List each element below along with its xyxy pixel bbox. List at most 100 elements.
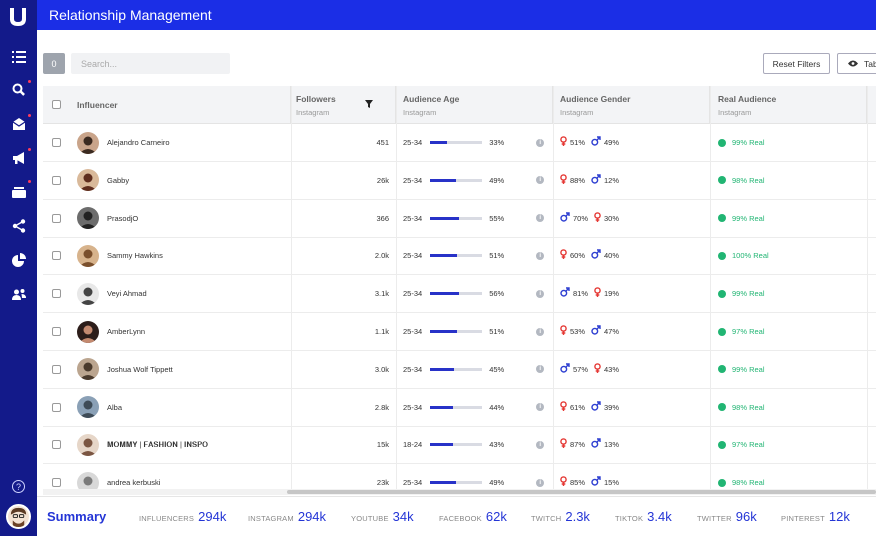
influencer-name[interactable]: Gabby bbox=[107, 175, 130, 185]
avatar[interactable] bbox=[77, 320, 99, 343]
col-audience-age[interactable]: Audience Age Instagram bbox=[396, 86, 553, 124]
info-icon[interactable]: i bbox=[536, 327, 545, 336]
search-input[interactable] bbox=[71, 53, 230, 74]
followers-value: 2.8k bbox=[374, 402, 389, 412]
cards-icon[interactable] bbox=[11, 184, 26, 199]
row-checkbox[interactable] bbox=[52, 402, 61, 412]
megaphone-icon[interactable] bbox=[11, 150, 26, 165]
table-row[interactable]: 𝐌𝐎𝐌𝐌𝐘 | 𝐅𝐀𝐒𝐇𝐈𝐎𝐍 | 𝐈𝐍𝐒𝐏𝐎 15k 18-24 43% i … bbox=[43, 426, 876, 465]
table-row[interactable]: AmberLynn 1.1k 25-34 51% i 53% 47% 97% R… bbox=[43, 313, 876, 351]
pie-chart-icon[interactable] bbox=[11, 252, 26, 267]
table-row[interactable]: Gabby 26k 25-34 49% i 88% 12% 98% Real bbox=[43, 162, 876, 200]
summary-stat-label: TWITCH bbox=[531, 514, 562, 523]
influencer-name[interactable]: Alejandro Carneiro bbox=[107, 138, 170, 147]
age-range: 25-34 bbox=[403, 478, 423, 488]
row-checkbox[interactable] bbox=[52, 327, 61, 336]
influencer-cell[interactable]: Veyi Ahmad bbox=[77, 275, 287, 312]
age-cell: 18-24 43% i bbox=[403, 426, 548, 463]
influencer-cell[interactable]: PrasodjO bbox=[77, 200, 287, 237]
influencer-cell[interactable]: andrea kerbuski bbox=[77, 464, 287, 489]
horizontal-scrollbar-thumb[interactable] bbox=[287, 490, 876, 494]
influencer-cell[interactable]: Sammy Hawkins bbox=[77, 237, 287, 274]
row-checkbox[interactable] bbox=[52, 364, 61, 374]
table-row[interactable]: Alejandro Carneiro 451 25-34 33% i 51% 4… bbox=[43, 124, 876, 162]
influencer-cell[interactable]: Alba bbox=[77, 389, 287, 426]
info-icon[interactable]: i bbox=[536, 214, 545, 223]
influencer-cell[interactable]: Joshua Wolf Tippett bbox=[77, 351, 287, 388]
avatar[interactable] bbox=[77, 244, 99, 267]
gender-cell: 60% 40% bbox=[560, 237, 705, 274]
row-checkbox[interactable] bbox=[52, 138, 61, 147]
influencer-name[interactable]: Alba bbox=[107, 402, 123, 412]
table-row[interactable]: Alba 2.8k 25-34 44% i 61% 39% 98% Real bbox=[43, 389, 876, 427]
real-audience-cell: 98% Real bbox=[718, 162, 863, 199]
info-icon[interactable]: i bbox=[536, 403, 545, 412]
inbox-icon[interactable] bbox=[11, 116, 26, 131]
info-icon[interactable]: i bbox=[536, 440, 545, 449]
influencer-cell[interactable]: 𝐌𝐎𝐌𝐌𝐘 | 𝐅𝐀𝐒𝐇𝐈𝐎𝐍 | 𝐈𝐍𝐒𝐏𝐎 bbox=[77, 426, 287, 463]
row-checkbox[interactable] bbox=[52, 440, 61, 450]
row-checkbox[interactable] bbox=[52, 213, 61, 223]
influencer-name[interactable]: PrasodjO bbox=[107, 213, 139, 223]
summary-stat-value: 96k bbox=[735, 509, 757, 524]
influencer-cell[interactable]: Gabby bbox=[77, 162, 287, 199]
people-icon[interactable] bbox=[11, 286, 26, 301]
influencer-name[interactable]: Sammy Hawkins bbox=[107, 251, 163, 261]
influencer-name[interactable]: 𝐌𝐎𝐌𝐌𝐘 | 𝐅𝐀𝐒𝐇𝐈𝐎𝐍 | 𝐈𝐍𝐒𝐏𝐎 bbox=[107, 439, 209, 449]
avatar[interactable] bbox=[77, 282, 99, 305]
filter-icon[interactable] bbox=[365, 100, 373, 108]
table-view-button[interactable]: Tab bbox=[837, 53, 876, 74]
col-followers-sub: Instagram bbox=[296, 108, 330, 117]
selected-count-badge[interactable]: 0 bbox=[43, 53, 65, 74]
row-checkbox[interactable] bbox=[52, 289, 61, 299]
info-icon[interactable]: i bbox=[536, 251, 545, 260]
list-icon[interactable] bbox=[11, 49, 26, 64]
gender-percent-1: 87% bbox=[570, 440, 586, 450]
info-icon[interactable]: i bbox=[536, 365, 545, 374]
table-row[interactable]: Joshua Wolf Tippett 3.0k 25-34 45% i 57%… bbox=[43, 351, 876, 389]
avatar[interactable] bbox=[77, 471, 99, 489]
info-icon[interactable]: i bbox=[536, 478, 545, 487]
real-audience-cell: 98% Real bbox=[718, 389, 863, 426]
influencer-name[interactable]: Joshua Wolf Tippett bbox=[107, 364, 173, 374]
table-row[interactable]: Veyi Ahmad 3.1k 25-34 56% i 81% 19% 99% … bbox=[43, 275, 876, 314]
avatar[interactable] bbox=[77, 169, 99, 192]
select-all-checkbox[interactable] bbox=[52, 100, 61, 109]
page-title: Relationship Management bbox=[49, 7, 212, 23]
influencer-cell[interactable]: Alejandro Carneiro bbox=[77, 124, 287, 161]
table-row[interactable]: andrea kerbuski 23k 25-34 49% i 85% 15% … bbox=[43, 464, 876, 489]
user-avatar[interactable] bbox=[6, 504, 31, 529]
influencer-name[interactable]: Veyi Ahmad bbox=[107, 289, 147, 299]
col-real-audience[interactable]: Real Audience Instagram bbox=[710, 86, 867, 124]
table-row[interactable]: Sammy Hawkins 2.0k 25-34 51% i 60% 40% 1… bbox=[43, 237, 876, 276]
table-row[interactable]: PrasodjO 366 25-34 55% i 70% 30% 99% Rea… bbox=[43, 200, 876, 238]
age-cell: 25-34 55% i bbox=[403, 200, 548, 237]
info-icon[interactable]: i bbox=[536, 138, 545, 147]
summary-stat-label: YOUTUBE bbox=[351, 514, 389, 523]
col-influencer[interactable]: Influencer bbox=[69, 86, 291, 124]
avatar[interactable] bbox=[77, 207, 99, 230]
search-icon[interactable] bbox=[11, 82, 26, 97]
help-icon[interactable]: ? bbox=[12, 480, 25, 493]
brand-logo[interactable] bbox=[9, 7, 28, 27]
row-checkbox[interactable] bbox=[52, 251, 61, 261]
reset-filters-button[interactable]: Reset Filters bbox=[763, 53, 830, 74]
influencer-name[interactable]: andrea kerbuski bbox=[107, 478, 161, 488]
row-checkbox[interactable] bbox=[52, 175, 61, 185]
col-followers[interactable]: Followers Instagram bbox=[291, 86, 396, 124]
info-icon[interactable]: i bbox=[536, 176, 545, 185]
info-icon[interactable]: i bbox=[536, 289, 545, 298]
col-audience-gender[interactable]: Audience Gender Instagram bbox=[553, 86, 710, 124]
share-icon[interactable] bbox=[11, 218, 26, 233]
row-checkbox[interactable] bbox=[52, 478, 61, 488]
avatar[interactable] bbox=[77, 396, 99, 419]
col-age-sub: Instagram bbox=[403, 108, 437, 117]
avatar[interactable] bbox=[77, 358, 99, 381]
age-progress-fill bbox=[430, 254, 457, 258]
influencer-name[interactable]: AmberLynn bbox=[107, 327, 146, 336]
avatar[interactable] bbox=[77, 131, 99, 154]
influencer-cell[interactable]: AmberLynn bbox=[77, 313, 287, 350]
real-status-dot bbox=[718, 251, 726, 260]
avatar[interactable] bbox=[77, 433, 99, 456]
row-checkbox-cell bbox=[52, 313, 61, 350]
